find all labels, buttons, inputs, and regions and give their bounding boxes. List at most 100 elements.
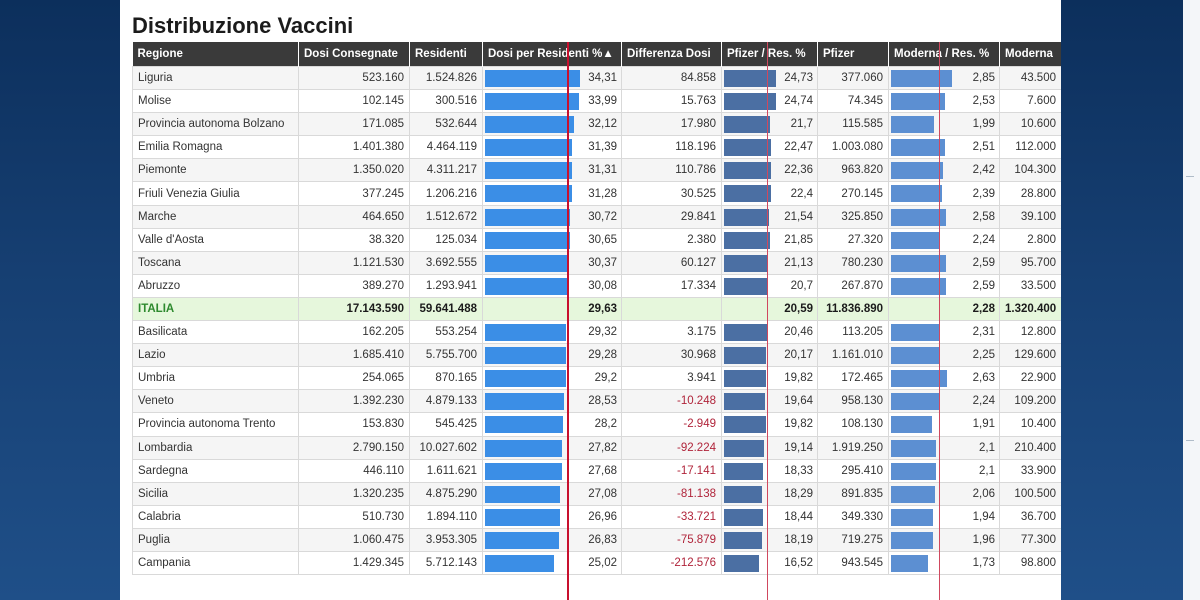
table-row[interactable]: Veneto 1.392.230 4.879.133 28,53 -10.248 19,6… bbox=[132, 389, 1061, 414]
data-bar bbox=[724, 254, 768, 272]
cell-moderna: 210.400 bbox=[999, 435, 1061, 460]
data-bar bbox=[891, 370, 947, 388]
data-bar bbox=[724, 462, 763, 480]
column-header-moderna-res[interactable]: Moderna / Res. % bbox=[888, 42, 1000, 67]
bar-value-label: 22,4 bbox=[790, 187, 813, 200]
data-bar bbox=[891, 93, 945, 111]
cell-residenti: 1.611.621 bbox=[409, 458, 483, 483]
bar-value-label: 16,52 bbox=[784, 557, 813, 570]
cell-residenti: 5.712.143 bbox=[409, 550, 483, 576]
cell-dosi-per-residenti: 27,08 bbox=[482, 481, 622, 506]
table-row[interactable]: Sardegna 446.110 1.611.621 27,68 -17.141 18,3… bbox=[132, 458, 1061, 483]
table-row[interactable]: Lombardia 2.790.150 10.027.602 27,82 -92.224… bbox=[132, 435, 1061, 460]
cell-pfizer-res: 19,82 bbox=[721, 412, 818, 437]
table-row[interactable]: Basilicata 162.205 553.254 29,32 3.175 20,46 1… bbox=[132, 320, 1061, 345]
cell-regione: Provincia autonoma Bolzano bbox=[132, 112, 299, 137]
cell-pfizer: 943.545 bbox=[817, 550, 889, 576]
table-row[interactable]: Provincia autonoma Bolzano 171.085 532.644… bbox=[132, 112, 1061, 137]
cell-regione: Toscana bbox=[132, 250, 299, 275]
data-bar bbox=[485, 485, 560, 503]
data-bar bbox=[485, 393, 564, 411]
table-row[interactable]: Molise 102.145 300.516 33,99 15.763 24,74 74.3… bbox=[132, 89, 1061, 114]
table-row[interactable]: Valle d'Aosta 38.320 125.034 30,65 2.380 21,8… bbox=[132, 227, 1061, 252]
column-header-dosi-per-residenti[interactable]: Dosi per Residenti %▲ bbox=[482, 42, 622, 67]
bar-value-label: 2,1 bbox=[979, 441, 995, 454]
cell-differenza-dosi: 17.980 bbox=[621, 112, 722, 137]
cell-moderna-res: 2,63 bbox=[888, 366, 1000, 391]
data-bar bbox=[724, 277, 768, 295]
cell-pfizer: 172.465 bbox=[817, 366, 889, 391]
data-bar bbox=[485, 347, 566, 365]
cell-residenti: 545.425 bbox=[409, 412, 483, 437]
bar-value-label: 2,59 bbox=[972, 256, 995, 269]
cell-moderna-res: 2,39 bbox=[888, 181, 1000, 206]
table-row[interactable]: Calabria 510.730 1.894.110 26,96 -33.721 18,4… bbox=[132, 504, 1061, 529]
table-row[interactable]: Provincia autonoma Trento 153.830 545.425 2… bbox=[132, 412, 1061, 437]
bar-value-label: 2,28 bbox=[972, 302, 995, 315]
table-row[interactable]: Campania 1.429.345 5.712.143 25,02 -212.576 1… bbox=[132, 550, 1061, 576]
table-row[interactable]: Sicilia 1.320.235 4.875.290 27,08 -81.138 18,… bbox=[132, 481, 1061, 506]
data-bar bbox=[724, 116, 770, 134]
column-header-pfizer-res[interactable]: Pfizer / Res. % bbox=[721, 42, 818, 67]
data-bar bbox=[891, 277, 946, 295]
cell-dosi-consegnate: 1.121.530 bbox=[298, 250, 410, 275]
table-row[interactable]: Emilia Romagna 1.401.380 4.464.119 31,39 118… bbox=[132, 135, 1061, 160]
column-header-regione[interactable]: Regione bbox=[132, 42, 299, 67]
cell-pfizer: 115.585 bbox=[817, 112, 889, 137]
cell-dosi-consegnate: 377.245 bbox=[298, 181, 410, 206]
cell-dosi-consegnate: 254.065 bbox=[298, 366, 410, 391]
cell-dosi-consegnate: 464.650 bbox=[298, 204, 410, 229]
cell-pfizer-res: 20,7 bbox=[721, 273, 818, 298]
data-bar bbox=[724, 185, 771, 203]
bar-value-label: 26,96 bbox=[588, 510, 617, 523]
cell-pfizer: 349.330 bbox=[817, 504, 889, 529]
column-header-residenti[interactable]: Residenti bbox=[409, 42, 483, 67]
cell-differenza-dosi bbox=[621, 296, 722, 322]
table-row[interactable]: Marche 464.650 1.512.672 30,72 29.841 21,54 32… bbox=[132, 204, 1061, 229]
bar-value-label: 29,28 bbox=[588, 349, 617, 362]
bar-value-label: 2,51 bbox=[972, 141, 995, 154]
cell-regione: Veneto bbox=[132, 389, 299, 414]
cell-pfizer-res: 21,54 bbox=[721, 204, 818, 229]
cell-dosi-per-residenti: 26,83 bbox=[482, 527, 622, 552]
table-row[interactable]: Lazio 1.685.410 5.755.700 29,28 30.968 20,17 1… bbox=[132, 343, 1061, 368]
column-header-dosi-consegnate[interactable]: Dosi Consegnate bbox=[298, 42, 410, 67]
table-row[interactable]: Umbria 254.065 870.165 29,2 3.941 19,82 172.46… bbox=[132, 366, 1061, 391]
bar-value-label: 2,63 bbox=[972, 372, 995, 385]
table-header-row: Regione Dosi Consegnate Residenti Dosi p… bbox=[132, 42, 1061, 67]
column-header-pfizer[interactable]: Pfizer bbox=[817, 42, 889, 67]
strip-divider bbox=[1186, 440, 1194, 441]
column-header-moderna[interactable]: Moderna bbox=[999, 42, 1061, 67]
column-header-differenza-dosi[interactable]: Differenza Dosi bbox=[621, 42, 722, 67]
table-row-total[interactable]: ITALIA 17.143.590 59.641.488 29,63 20,59 11.8… bbox=[132, 296, 1061, 322]
data-bar bbox=[891, 208, 946, 226]
bar-value-label: 20,59 bbox=[784, 302, 813, 315]
data-bar bbox=[891, 231, 939, 249]
data-bar bbox=[891, 185, 942, 203]
vaccine-table: Regione Dosi Consegnate Residenti Dosi p… bbox=[132, 42, 1061, 576]
bar-value-label: 31,28 bbox=[588, 187, 617, 200]
data-bar bbox=[485, 370, 566, 388]
vaccine-distribution-table-panel: Distribuzione Vaccini Regione Dosi Conse… bbox=[120, 0, 1061, 600]
data-bar bbox=[724, 70, 776, 87]
cell-differenza-dosi: -92.224 bbox=[621, 435, 722, 460]
cell-differenza-dosi: 15.763 bbox=[621, 89, 722, 114]
bar-value-label: 21,7 bbox=[790, 118, 813, 131]
cell-dosi-per-residenti: 27,68 bbox=[482, 458, 622, 483]
bar-value-label: 32,12 bbox=[588, 118, 617, 131]
table-row[interactable]: Puglia 1.060.475 3.953.305 26,83 -75.879 18,1… bbox=[132, 527, 1061, 552]
cell-differenza-dosi: 30.525 bbox=[621, 181, 722, 206]
bar-value-label: 29,63 bbox=[588, 302, 617, 315]
cell-dosi-per-residenti: 33,99 bbox=[482, 89, 622, 114]
cell-moderna: 10.600 bbox=[999, 112, 1061, 137]
table-row[interactable]: Friuli Venezia Giulia 377.245 1.206.216 31,… bbox=[132, 181, 1061, 206]
cell-pfizer-res: 22,47 bbox=[721, 135, 818, 160]
cell-moderna: 36.700 bbox=[999, 504, 1061, 529]
table-row[interactable]: Piemonte 1.350.020 4.311.217 31,31 110.786 22… bbox=[132, 158, 1061, 183]
table-row[interactable]: Liguria 523.160 1.524.826 34,31 84.858 24,73 3… bbox=[132, 65, 1061, 91]
cell-pfizer-res: 21,13 bbox=[721, 250, 818, 275]
table-row[interactable]: Abruzzo 389.270 1.293.941 30,08 17.334 20,7 26… bbox=[132, 273, 1061, 298]
table-row[interactable]: Toscana 1.121.530 3.692.555 30,37 60.127 21,1… bbox=[132, 250, 1061, 275]
data-bar bbox=[485, 439, 562, 457]
cell-dosi-per-residenti: 31,39 bbox=[482, 135, 622, 160]
